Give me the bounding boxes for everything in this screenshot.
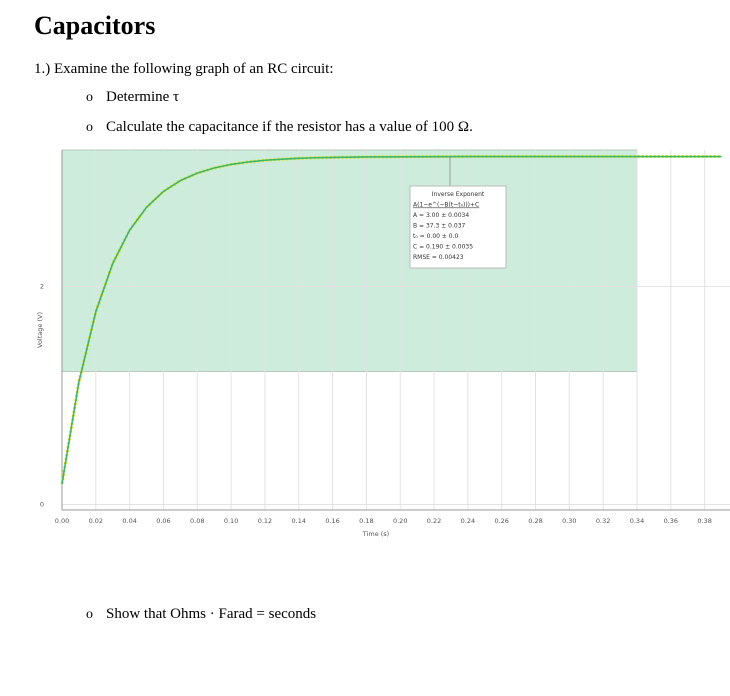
bullet: Show that Ohms · Farad = seconds (106, 606, 316, 622)
data-line (61, 155, 722, 484)
x-tick-label: 0.26 (494, 517, 508, 525)
bullet: Determine τ (106, 89, 179, 105)
title: Capacitors (34, 11, 155, 40)
x-tick-label: 0.12 (258, 517, 272, 525)
x-tick-label: 0.30 (562, 517, 576, 525)
x-tick-label: 0.24 (461, 517, 475, 525)
x-tick-label: 0.06 (156, 517, 170, 525)
x-tick-label: 0.32 (596, 517, 610, 525)
annotation-text: A(1−e^(−B(t−t₀)))+C (413, 202, 479, 209)
x-tick-label: 0.00 (55, 517, 69, 525)
x-tick-label: 0.18 (359, 517, 373, 525)
y-tick-label: 2 (40, 282, 44, 290)
selection-region (61, 149, 638, 372)
x-tick-label: 0.28 (528, 517, 542, 525)
bullet-symbol: o (86, 90, 93, 105)
bullet-symbol: o (86, 120, 93, 135)
bullet-symbol: o (86, 607, 93, 622)
chart: 0.00 0.02 0.04 0.06 0.08 0.10 0.12 0.14 0.16 0.18… (36, 149, 730, 538)
annotation-text: B = 37.3 ± 0.037 (413, 223, 466, 230)
x-tick-label: 0.14 (292, 517, 306, 525)
annotation-text: C = 0.190 ± 0.0035 (413, 244, 473, 251)
annotation-box (409, 185, 507, 269)
x-tick-label: 0.04 (122, 517, 136, 525)
x-axis-label: Time (s) (362, 530, 389, 538)
x-tick-label: 0.08 (190, 517, 204, 525)
x-tick-label: 0.36 (664, 517, 678, 525)
x-tick-label: 0.38 (697, 517, 711, 525)
annotation-text: A = 3.00 ± 0.0034 (413, 212, 469, 219)
y-axis-label: Voltage (V) (36, 312, 44, 348)
x-tick-label: 0.22 (427, 517, 441, 525)
annotation-text: Inverse Exponent (432, 191, 485, 198)
x-tick-label: 0.16 (325, 517, 339, 525)
x-tick-label: 0.20 (393, 517, 407, 525)
x-tick-label: 0.02 (89, 517, 103, 525)
bullet: Calculate the capacitance if the resisto… (106, 119, 473, 135)
annotation-text: t₀ = 0.00 ± 0.0 (413, 233, 459, 240)
x-tick-label: 0.34 (630, 517, 644, 525)
annotation-text: RMSE = 0.00423 (413, 254, 464, 261)
y-tick-label: 0 (40, 501, 44, 509)
question: 1.) Examine the following graph of an RC… (34, 61, 334, 77)
x-tick-label: 0.10 (224, 517, 238, 525)
